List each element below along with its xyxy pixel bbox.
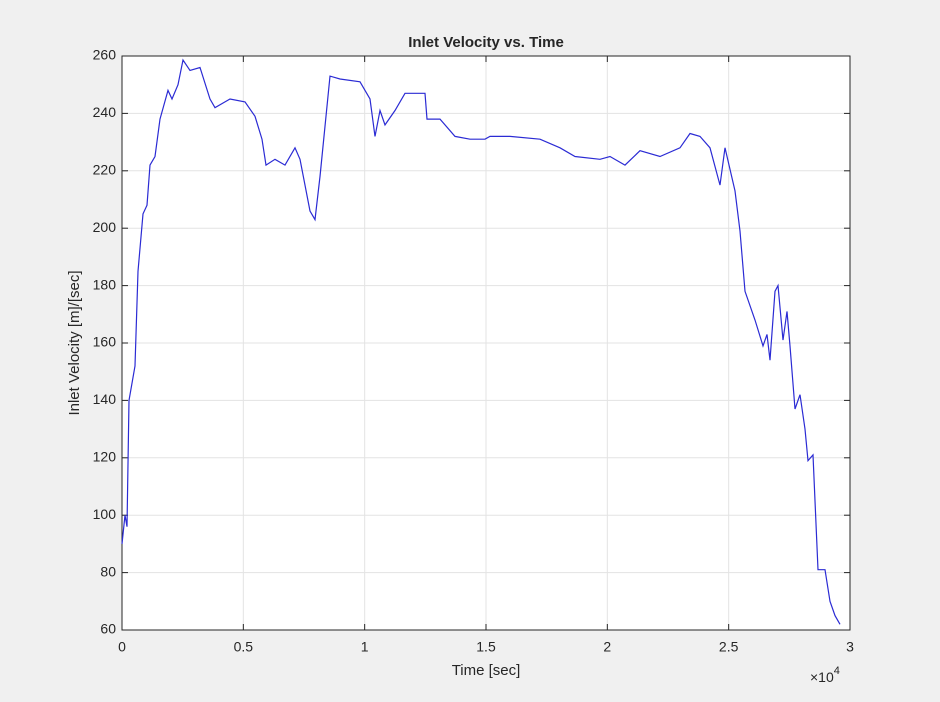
x-tick-label: 0	[118, 639, 126, 655]
y-tick-label: 160	[93, 334, 117, 350]
x-exponent: ×104	[810, 665, 840, 685]
x-tick-label: 1	[361, 639, 369, 655]
x-tick-label: 1.5	[476, 639, 496, 655]
x-tick-label: 3	[846, 639, 854, 655]
y-tick-label: 80	[100, 563, 116, 579]
x-tick-label: 2	[603, 639, 611, 655]
y-tick-label: 60	[100, 621, 116, 637]
y-tick-label: 120	[93, 449, 117, 465]
axes-box	[121, 55, 851, 631]
x-tick-label: 0.5	[234, 639, 254, 655]
y-tick-label: 240	[93, 104, 117, 120]
y-tick-label: 260	[93, 47, 117, 63]
y-tick-label: 140	[93, 391, 117, 407]
x-exponent-base: ×10	[810, 669, 834, 685]
y-tick-label: 180	[93, 276, 117, 292]
x-exponent-power: 4	[834, 665, 840, 677]
y-tick-label: 200	[93, 219, 117, 235]
y-axis-label: Inlet Velocity [m]/[sec]	[66, 270, 83, 415]
x-tick-label: 2.5	[719, 639, 739, 655]
chart-title: Inlet Velocity vs. Time	[408, 34, 564, 51]
x-axis-label: Time [sec]	[452, 662, 521, 679]
y-tick-label: 100	[93, 506, 117, 522]
data-line	[121, 58, 841, 625]
y-tick-label: 220	[93, 162, 117, 178]
